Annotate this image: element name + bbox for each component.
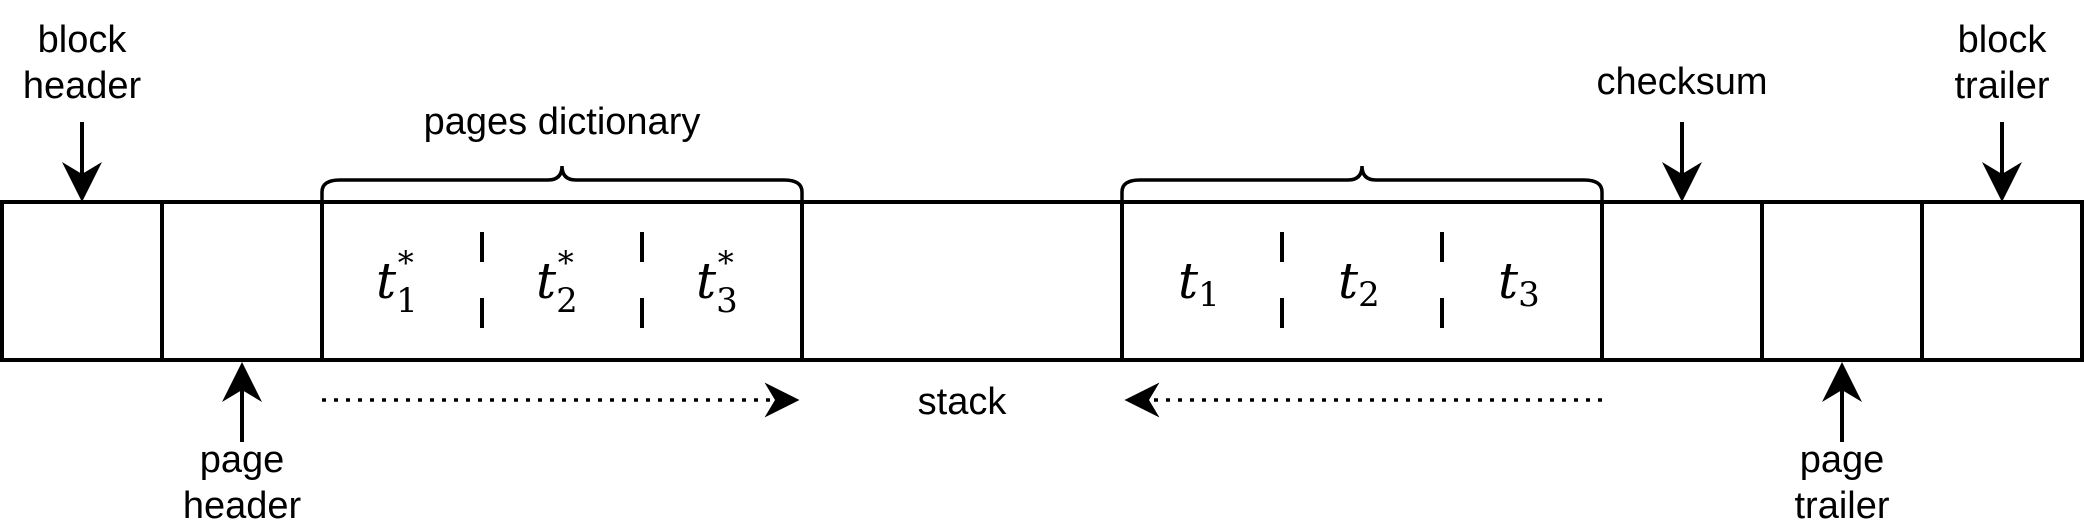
- dictionary-entry-1: t1*: [376, 244, 418, 321]
- block-trailer-label-line1: block: [1958, 19, 2048, 61]
- tuples-brace: [1120, 165, 1604, 200]
- tuple-entries: t1 t2 t3: [1178, 252, 1540, 315]
- page-header-label-line1: page: [200, 439, 285, 481]
- page-header-label-line2: header: [183, 485, 302, 527]
- dictionary-entry-3: t3*: [696, 244, 738, 321]
- pages-dictionary-label: pages dictionary: [424, 101, 701, 143]
- block-header-label-line2: header: [23, 65, 142, 107]
- pages-dictionary-brace: [320, 165, 804, 200]
- dictionary-entry-2: t2*: [536, 244, 578, 321]
- tuple-entry-1: t1: [1178, 252, 1220, 315]
- block-header-label-line1: block: [38, 19, 128, 61]
- dictionary-separators: [480, 232, 644, 328]
- page-trailer-label-line2: trailer: [1794, 485, 1889, 527]
- tuple-entry-3: t3: [1498, 252, 1540, 315]
- stack-label: stack: [918, 381, 1008, 423]
- tuple-entry-2: t2: [1338, 252, 1380, 315]
- checksum-label: checksum: [1596, 61, 1767, 103]
- dictionary-entries: t1* t2* t3*: [376, 244, 738, 321]
- block-trailer-label-line2: trailer: [1954, 65, 2049, 107]
- page-strip: [0, 200, 2084, 362]
- page-trailer-label-line1: page: [1800, 439, 1885, 481]
- tuple-separators: [1280, 232, 1444, 328]
